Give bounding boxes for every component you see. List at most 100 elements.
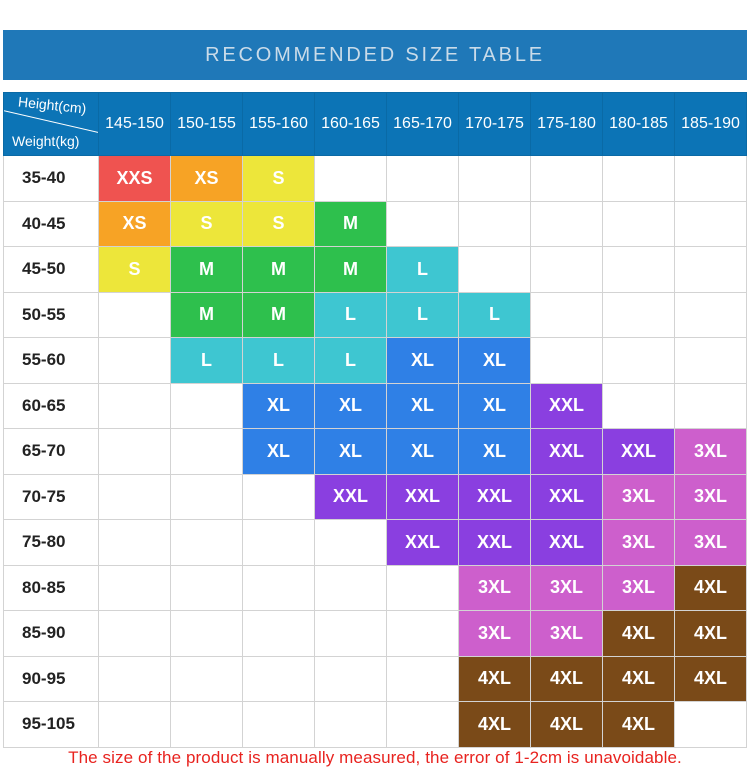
weight-label: 40-45 (3, 200, 99, 247)
empty-cell (674, 155, 747, 202)
table-row: 50-55 M M L L L (3, 291, 747, 338)
table-row: 90-95 4XL 4XL 4XL 4XL (3, 655, 747, 702)
empty-cell (530, 200, 603, 247)
empty-cell (170, 428, 243, 475)
empty-cell (98, 519, 171, 566)
empty-cell (674, 701, 747, 748)
empty-cell (530, 337, 603, 384)
size-cell: XL (314, 428, 387, 475)
size-cell: 4XL (458, 655, 531, 702)
height-header-175-180: 175-180 (530, 92, 603, 156)
table-row: 55-60 L L L XL XL (3, 337, 747, 384)
weight-label: 45-50 (3, 246, 99, 293)
empty-cell (386, 200, 459, 247)
empty-cell (98, 337, 171, 384)
size-cell: XXL (386, 473, 459, 520)
empty-cell (602, 382, 675, 429)
table-row: 80-85 3XL 3XL 3XL 4XL (3, 564, 747, 611)
empty-cell (170, 564, 243, 611)
empty-cell (98, 610, 171, 657)
empty-cell (386, 610, 459, 657)
table-row: 70-75 XXL XXL XXL XXL 3XL 3XL (3, 473, 747, 520)
empty-cell (458, 246, 531, 293)
size-table-body: 35-40 XXS XS S 40-45 XS S S M 45-50 S M M M L 50-55 M M L L… (3, 155, 747, 748)
empty-cell (674, 382, 747, 429)
size-cell: XL (314, 382, 387, 429)
height-header-160-165: 160-165 (314, 92, 387, 156)
empty-cell (314, 610, 387, 657)
table-row: 40-45 XS S S M (3, 200, 747, 247)
size-cell: S (242, 155, 315, 202)
height-header-180-185: 180-185 (602, 92, 675, 156)
size-cell: XXL (530, 382, 603, 429)
empty-cell (674, 337, 747, 384)
empty-cell (602, 246, 675, 293)
size-cell: M (314, 200, 387, 247)
size-cell: XS (170, 155, 243, 202)
empty-cell (602, 155, 675, 202)
table-row: 45-50 S M M M L (3, 246, 747, 293)
weight-axis-label: Weight(kg) (12, 133, 80, 149)
size-cell: XXL (530, 473, 603, 520)
size-cell: XL (242, 428, 315, 475)
empty-cell (170, 519, 243, 566)
height-header-155-160: 155-160 (242, 92, 315, 156)
size-cell: M (314, 246, 387, 293)
size-cell: XXS (98, 155, 171, 202)
empty-cell (530, 246, 603, 293)
weight-label: 80-85 (3, 564, 99, 611)
size-cell: XXL (314, 473, 387, 520)
empty-cell (674, 246, 747, 293)
empty-cell (242, 473, 315, 520)
weight-label: 75-80 (3, 519, 99, 566)
table-row: 65-70 XL XL XL XL XXL XXL 3XL (3, 428, 747, 475)
measurement-note: The size of the product is manually meas… (68, 748, 682, 767)
weight-label: 35-40 (3, 155, 99, 202)
size-cell: 4XL (530, 701, 603, 748)
size-cell: XL (242, 382, 315, 429)
empty-cell (98, 291, 171, 338)
height-header-row: Height(cm) Weight(kg) 145-150 150-155 155-… (3, 92, 747, 156)
size-cell: 4XL (674, 610, 747, 657)
size-cell: S (98, 246, 171, 293)
empty-cell (242, 564, 315, 611)
empty-cell (170, 382, 243, 429)
size-cell: M (242, 246, 315, 293)
size-cell: S (170, 200, 243, 247)
size-cell: XL (458, 428, 531, 475)
empty-cell (170, 473, 243, 520)
page-title: RECOMMENDED SIZE TABLE (205, 43, 545, 66)
empty-cell (98, 473, 171, 520)
empty-cell (98, 428, 171, 475)
size-cell: 3XL (602, 519, 675, 566)
size-cell: L (458, 291, 531, 338)
size-cell: L (386, 291, 459, 338)
size-cell: XL (458, 382, 531, 429)
size-cell: 4XL (674, 655, 747, 702)
size-cell: L (314, 337, 387, 384)
weight-label: 95-105 (3, 701, 99, 748)
size-cell: 3XL (674, 473, 747, 520)
weight-label: 85-90 (3, 610, 99, 657)
size-cell: 4XL (458, 701, 531, 748)
weight-label: 55-60 (3, 337, 99, 384)
empty-cell (386, 701, 459, 748)
size-cell: XXL (530, 428, 603, 475)
size-cell: XL (386, 337, 459, 384)
diagonal-divider (4, 110, 98, 133)
empty-cell (314, 564, 387, 611)
empty-cell (242, 701, 315, 748)
size-cell: XL (458, 337, 531, 384)
empty-cell (170, 655, 243, 702)
size-cell: M (242, 291, 315, 338)
weight-label: 60-65 (3, 382, 99, 429)
empty-cell (314, 155, 387, 202)
height-header-145-150: 145-150 (98, 92, 171, 156)
size-cell: L (242, 337, 315, 384)
size-cell: 4XL (602, 655, 675, 702)
empty-cell (386, 155, 459, 202)
height-header-170-175: 170-175 (458, 92, 531, 156)
size-cell: XL (386, 382, 459, 429)
empty-cell (530, 155, 603, 202)
empty-cell (170, 610, 243, 657)
